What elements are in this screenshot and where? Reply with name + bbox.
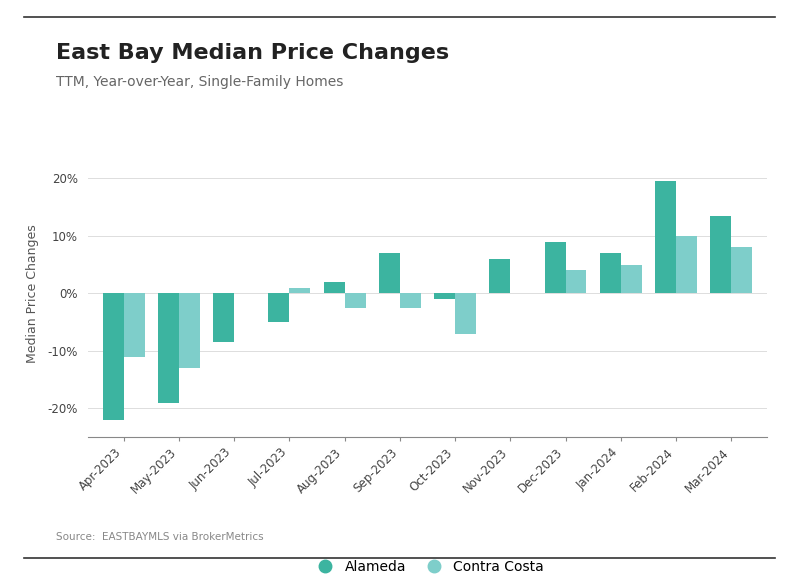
Bar (621, 264, 642, 293)
Bar (158, 293, 179, 402)
Bar (655, 181, 676, 293)
Bar (710, 216, 731, 293)
Bar (103, 293, 124, 420)
Text: Source:  EASTBAYMLS via BrokerMetrics: Source: EASTBAYMLS via BrokerMetrics (56, 532, 264, 542)
Bar (344, 293, 366, 308)
Bar (545, 242, 566, 293)
Legend: Alameda, Contra Costa: Alameda, Contra Costa (305, 554, 550, 575)
Bar (268, 293, 289, 322)
Bar (124, 293, 145, 356)
Bar (676, 236, 697, 293)
Bar (434, 293, 455, 299)
Bar (324, 282, 344, 293)
Bar (489, 259, 511, 293)
Bar (455, 293, 476, 334)
Text: East Bay Median Price Changes: East Bay Median Price Changes (56, 43, 449, 63)
Text: TTM, Year-over-Year, Single-Family Homes: TTM, Year-over-Year, Single-Family Homes (56, 75, 344, 89)
Bar (379, 253, 400, 293)
Bar (731, 247, 752, 293)
Bar (400, 293, 421, 308)
Y-axis label: Median Price Changes: Median Price Changes (26, 224, 39, 363)
Bar (566, 270, 586, 293)
Bar (600, 253, 621, 293)
Bar (179, 293, 200, 368)
Bar (289, 288, 310, 293)
Bar (213, 293, 234, 342)
